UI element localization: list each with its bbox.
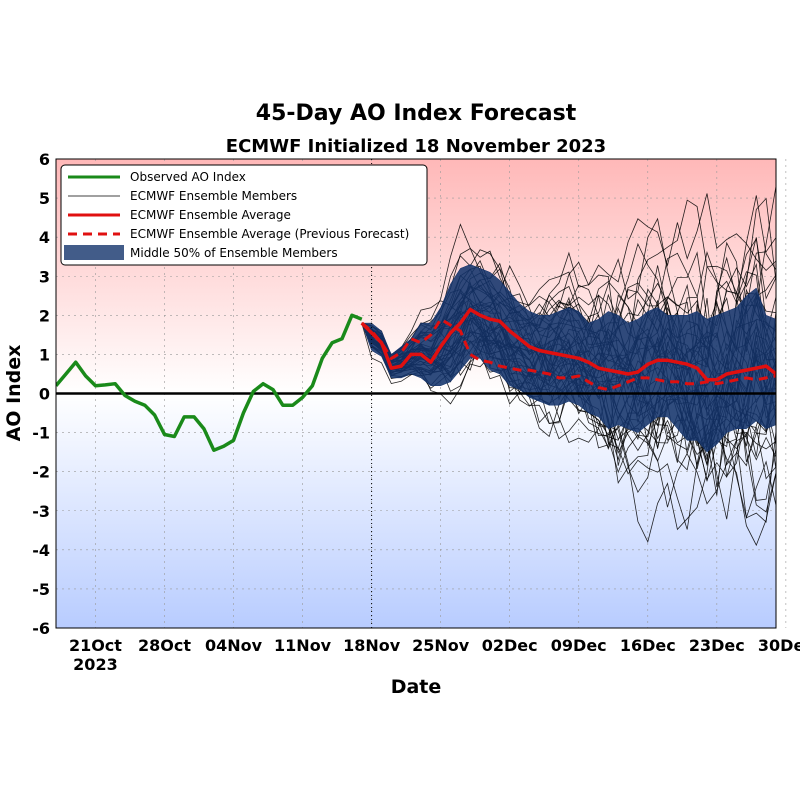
legend-label: ECMWF Ensemble Average [130, 208, 291, 222]
middle-50-band [361, 264, 776, 453]
x-tick-label: 25Nov [412, 636, 470, 655]
legend: Observed AO Index ECMWF Ensemble Members E… [60, 164, 428, 266]
ensemble-average-line [360, 307, 776, 382]
y-tick-label: -4 [32, 541, 50, 560]
y-tick-label: -3 [32, 502, 50, 521]
x-axis-label: Date [391, 676, 442, 698]
y-axis-label: AO Index [3, 345, 25, 442]
y-tick-label: 3 [39, 267, 50, 286]
x-tick-sublabel: 2023 [73, 655, 118, 674]
x-tick-label: 11Nov [274, 636, 332, 655]
chart-subtitle: ECMWF Initialized 18 November 2023 [226, 136, 606, 157]
y-tick-label: -6 [32, 619, 50, 638]
y-tick-label: 4 [39, 228, 50, 247]
legend-label: Middle 50% of Ensemble Members [130, 246, 338, 260]
legend-band-swatch [64, 245, 124, 260]
y-tick-label: -2 [32, 463, 50, 482]
x-tick-label: 28Oct [138, 636, 191, 655]
observed-ao-line [56, 313, 363, 452]
y-tick-label: 5 [39, 189, 50, 208]
y-tick-label: 0 [39, 385, 50, 404]
legend-box [60, 164, 428, 266]
series-lines [56, 307, 776, 452]
x-tick-label: 23Dec [689, 636, 745, 655]
middle-50-band-group [361, 264, 776, 453]
y-tick-label: -1 [32, 424, 50, 443]
plot-frame [55, 158, 777, 629]
y-tick-label: -5 [32, 580, 50, 599]
x-tick-label: 04Nov [205, 636, 263, 655]
legend-label: Observed AO Index [130, 170, 246, 184]
y-tick-label: 2 [39, 306, 50, 325]
x-tick-label: 09Dec [551, 636, 607, 655]
legend-label: ECMWF Ensemble Average (Previous Forecas… [130, 227, 409, 241]
y-tick-label: 1 [39, 345, 50, 364]
y-axis: -6 -5 -4 -3 -2 -1 0 1 2 3 4 5 6 [32, 150, 50, 638]
x-tick-label: 16Dec [620, 636, 676, 655]
chart-title: 45-Day AO Index Forecast [256, 101, 577, 126]
x-tick-label: 21Oct [69, 636, 122, 655]
previous-average-line [360, 317, 776, 392]
legend-label: ECMWF Ensemble Members [130, 189, 297, 203]
x-tick-label: 30Dec [758, 636, 800, 655]
x-tick-label: 02Dec [482, 636, 538, 655]
y-tick-label: 6 [39, 150, 50, 169]
x-tick-label: 18Nov [343, 636, 401, 655]
